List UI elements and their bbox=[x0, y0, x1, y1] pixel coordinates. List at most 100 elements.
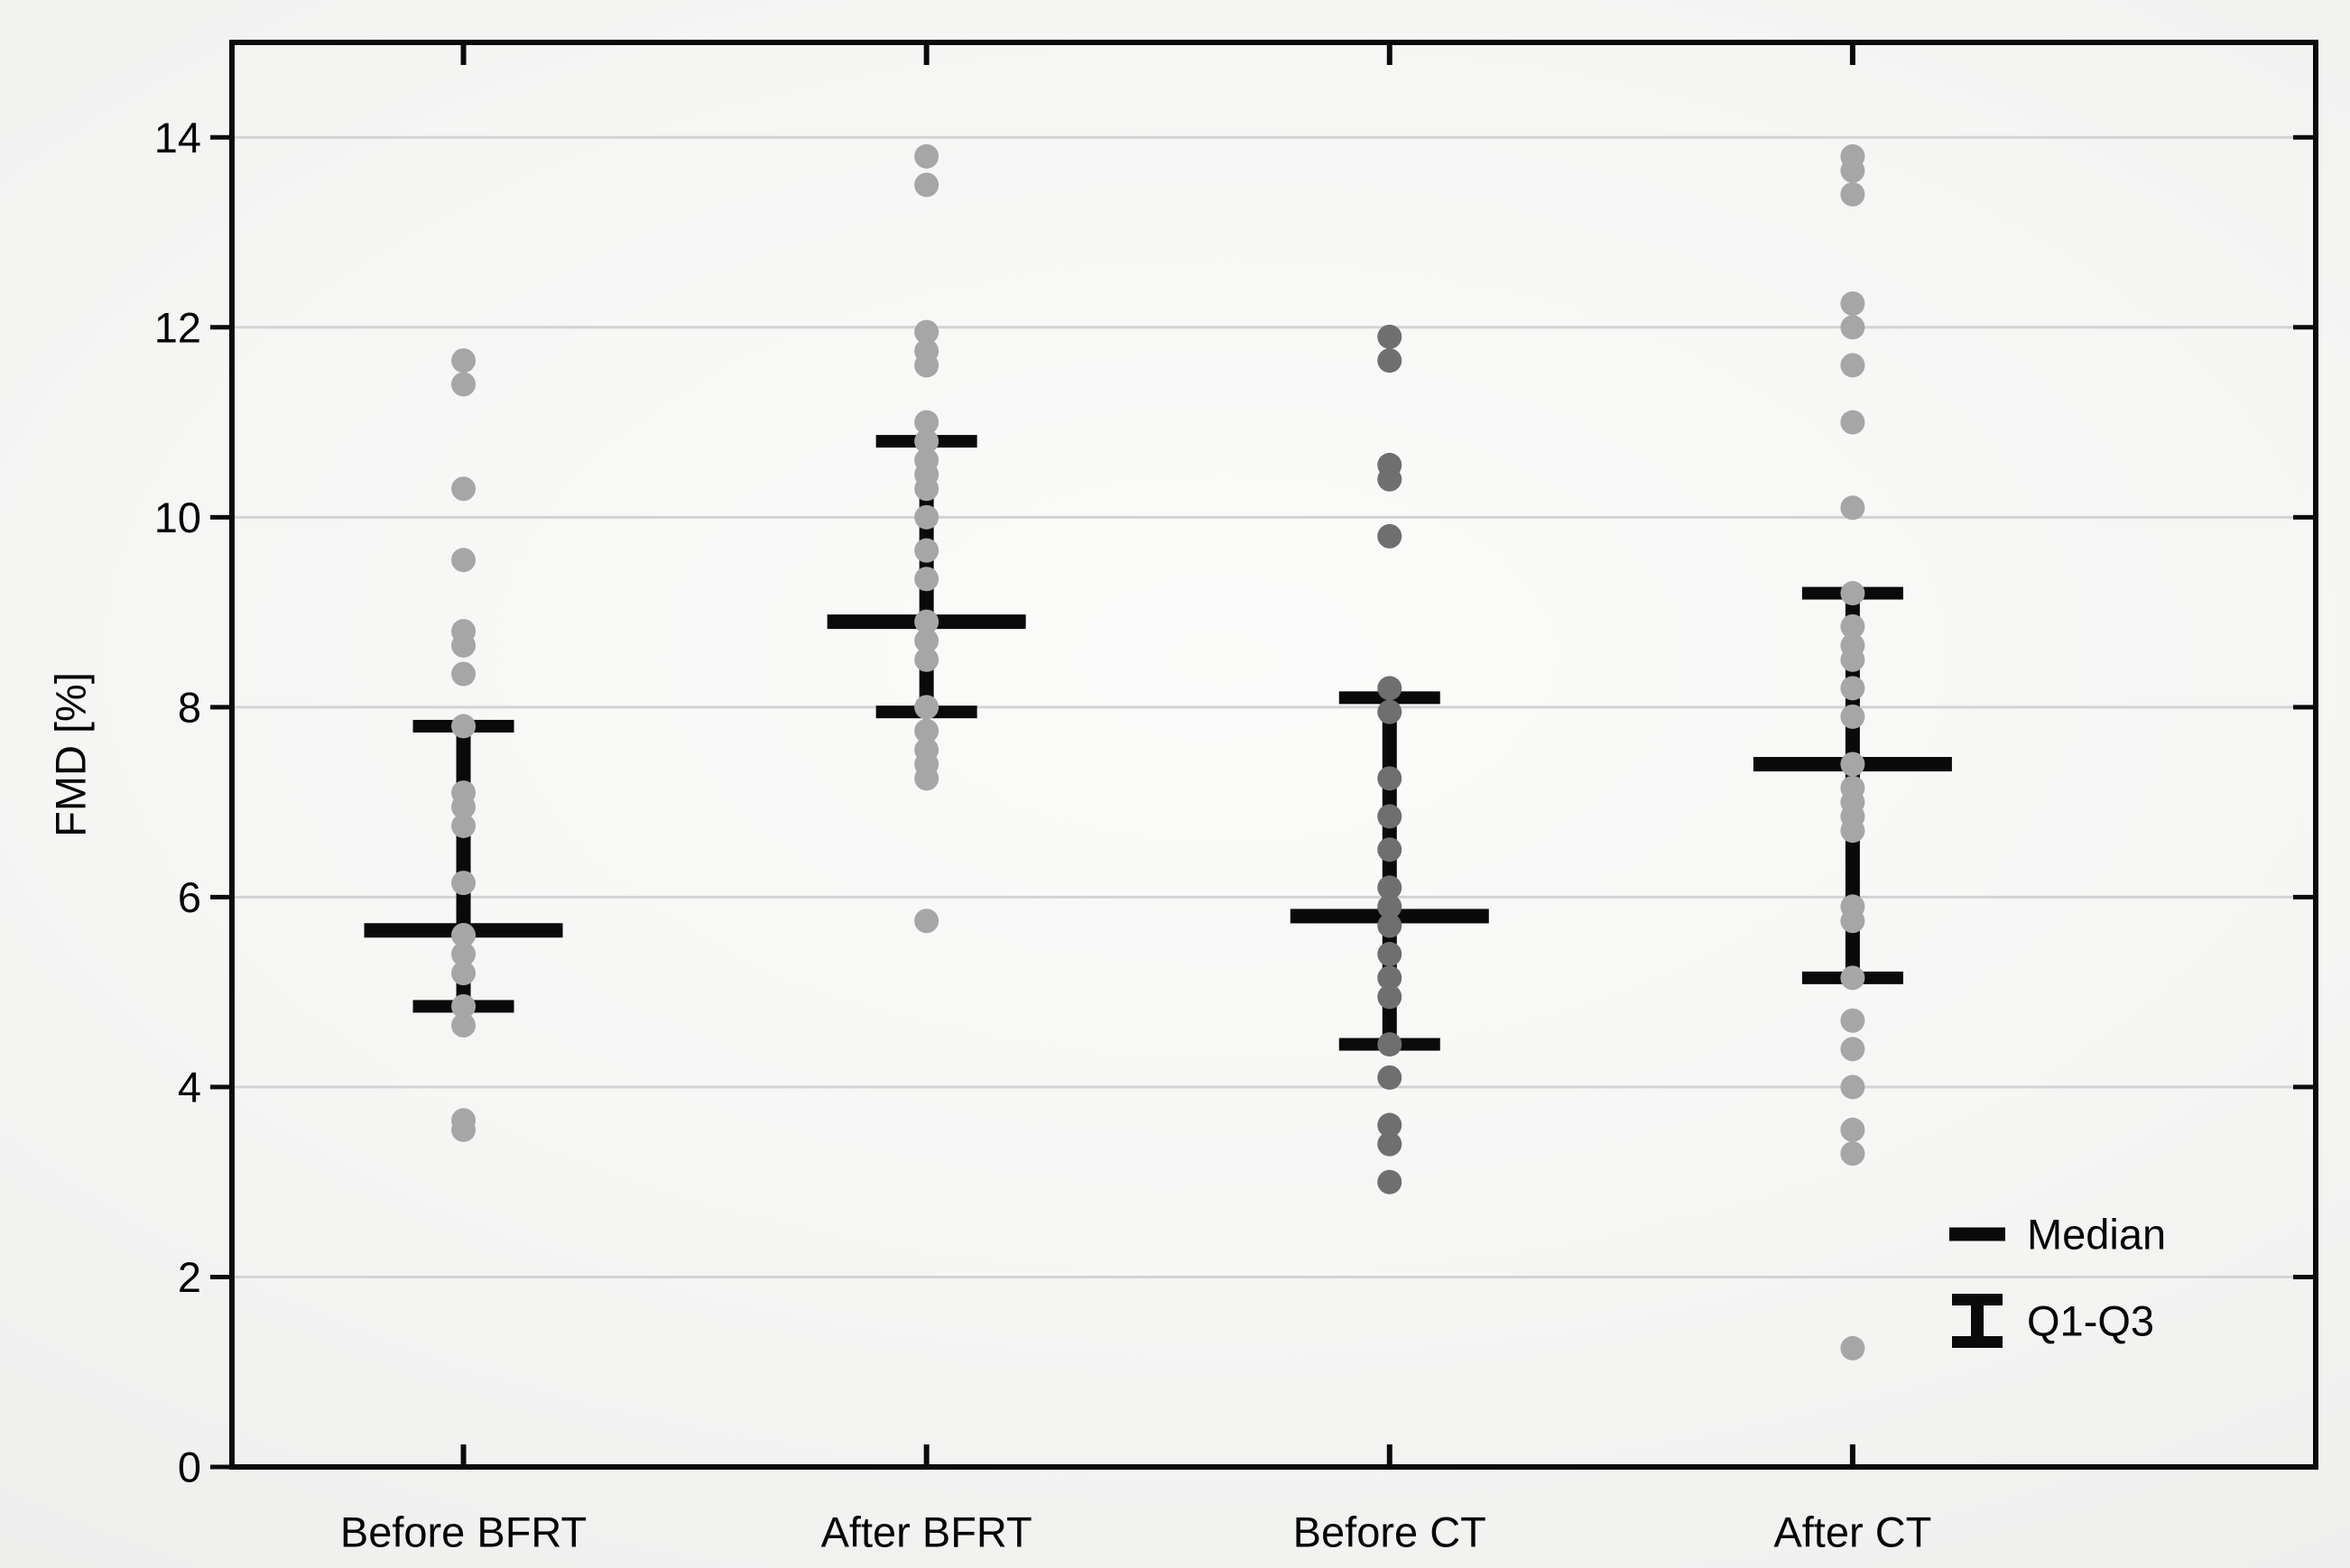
data-dot bbox=[451, 476, 476, 502]
data-dot bbox=[1377, 348, 1402, 374]
data-dot bbox=[451, 961, 476, 986]
data-dot bbox=[1840, 1117, 1865, 1142]
legend: Median Q1-Q3 bbox=[1949, 1211, 2166, 1348]
data-dot bbox=[1840, 1335, 1865, 1360]
data-dot bbox=[1840, 704, 1865, 729]
data-dot bbox=[1377, 894, 1402, 919]
data-dot bbox=[914, 172, 939, 198]
legend-label-median: Median bbox=[2027, 1211, 2166, 1259]
data-dot bbox=[451, 714, 476, 739]
data-dot bbox=[1377, 766, 1402, 791]
legend-q1q3-stem bbox=[1971, 1294, 1984, 1348]
y-tick-label: 14 bbox=[154, 114, 201, 161]
series-before-bfrt bbox=[364, 348, 563, 1142]
data-dot bbox=[1840, 1037, 1865, 1062]
data-dot bbox=[451, 813, 476, 838]
data-dot bbox=[914, 567, 939, 592]
series-before-ct bbox=[1290, 324, 1489, 1194]
category-label-before-ct: Before CT bbox=[1293, 1508, 1486, 1556]
data-dot bbox=[1377, 1131, 1402, 1157]
y-tick-label: 4 bbox=[178, 1063, 201, 1111]
data-dot bbox=[914, 504, 939, 530]
legend-label-q1-q3: Q1-Q3 bbox=[2027, 1297, 2154, 1345]
data-dot bbox=[914, 909, 939, 934]
category-label-after-bfrt: After BFRT bbox=[821, 1508, 1032, 1556]
data-dot bbox=[451, 372, 476, 397]
data-dot bbox=[1377, 466, 1402, 492]
data-dot bbox=[1840, 965, 1865, 991]
data-dot bbox=[1840, 581, 1865, 606]
data-dot bbox=[451, 348, 476, 374]
data-dot bbox=[914, 718, 939, 743]
data-dot bbox=[1840, 1141, 1865, 1167]
data-dot bbox=[1840, 158, 1865, 183]
data-dot bbox=[1377, 699, 1402, 724]
data-dot bbox=[914, 353, 939, 378]
category-label-after-ct: After CT bbox=[1773, 1508, 1931, 1556]
data-dot bbox=[1840, 613, 1865, 639]
data-dot bbox=[1377, 324, 1402, 349]
plot-frame bbox=[229, 40, 2318, 1470]
y-tick-label: 0 bbox=[178, 1443, 201, 1491]
data-dot bbox=[1377, 942, 1402, 967]
y-tick-label: 10 bbox=[154, 493, 201, 541]
data-dot bbox=[1840, 909, 1865, 934]
data-dot bbox=[914, 628, 939, 653]
data-dot bbox=[451, 942, 476, 967]
data-dot bbox=[451, 548, 476, 573]
data-dot bbox=[451, 1117, 476, 1142]
data-dot bbox=[914, 609, 939, 634]
data-dot bbox=[1377, 804, 1402, 829]
data-dot bbox=[1840, 315, 1865, 340]
data-dot bbox=[1377, 837, 1402, 862]
data-dot bbox=[451, 923, 476, 948]
data-dot bbox=[1840, 647, 1865, 672]
data-dot bbox=[914, 143, 939, 169]
data-dot bbox=[1840, 752, 1865, 777]
data-dot bbox=[451, 661, 476, 687]
data-dot bbox=[451, 993, 476, 1019]
data-dot bbox=[1377, 1169, 1402, 1194]
data-dot bbox=[1377, 1032, 1402, 1057]
data-dot bbox=[1377, 1065, 1402, 1090]
data-dot bbox=[1840, 818, 1865, 844]
y-tick-label: 12 bbox=[154, 303, 201, 351]
y-tick-label: 8 bbox=[178, 683, 201, 731]
data-dot bbox=[1840, 676, 1865, 701]
data-dot bbox=[1840, 291, 1865, 316]
series-after-ct bbox=[1753, 143, 1952, 1360]
data-dot bbox=[914, 476, 939, 502]
series-after-bfrt bbox=[827, 143, 1026, 934]
data-dot bbox=[451, 1013, 476, 1038]
data-dot bbox=[1840, 1075, 1865, 1100]
legend-median-glyph bbox=[1949, 1227, 2005, 1241]
data-dot bbox=[1377, 523, 1402, 549]
data-dot bbox=[914, 766, 939, 791]
data-dot bbox=[1377, 676, 1402, 701]
data-dot bbox=[1377, 1112, 1402, 1138]
y-tick-label: 2 bbox=[178, 1253, 201, 1301]
category-label-before-bfrt: Before BFRT bbox=[340, 1508, 587, 1556]
data-dot bbox=[1377, 965, 1402, 991]
data-dot bbox=[1377, 984, 1402, 1010]
data-dot bbox=[1840, 181, 1865, 207]
data-dot bbox=[451, 794, 476, 819]
data-dot bbox=[914, 319, 939, 345]
data-dot bbox=[1840, 1008, 1865, 1033]
data-dot bbox=[914, 538, 939, 563]
y-tick-label: 6 bbox=[178, 873, 201, 921]
data-dot bbox=[1840, 410, 1865, 435]
y-axis-title: FMD [%] bbox=[47, 672, 95, 837]
data-dot bbox=[1840, 353, 1865, 378]
data-dot bbox=[451, 632, 476, 658]
data-dot bbox=[451, 871, 476, 896]
data-dot bbox=[1840, 495, 1865, 521]
data-dot bbox=[914, 410, 939, 435]
data-dot bbox=[1377, 875, 1402, 900]
data-dot bbox=[914, 429, 939, 454]
data-dot bbox=[914, 695, 939, 720]
data-dot bbox=[914, 647, 939, 672]
data-dot bbox=[1377, 913, 1402, 938]
